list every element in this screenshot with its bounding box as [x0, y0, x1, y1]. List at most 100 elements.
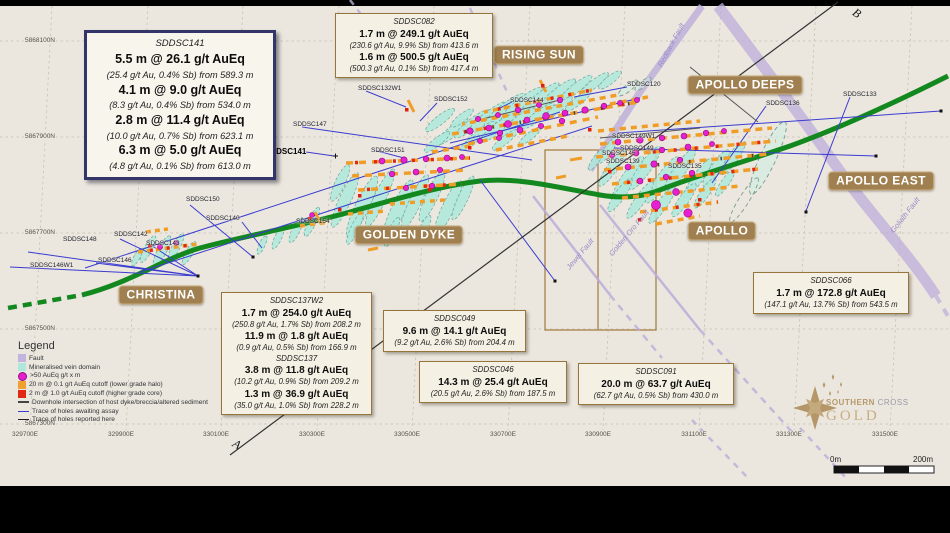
legend-swatch-vein	[18, 363, 26, 372]
callout-line: (500.3 g/t Au, 0.1% Sb) from 417.4 m	[349, 63, 479, 73]
callout-line: 3.8 m @ 11.8 g/t AuEq	[244, 365, 349, 377]
hole-label-SDDSC145: SDDSC145	[602, 150, 636, 157]
callout-SDDSC046: SDDSC046 14.3 m @ 25.4 g/t AuEq (20.5 g/t …	[419, 361, 567, 403]
hole-label-SDDSC132W1: SDDSC132W1	[358, 85, 402, 92]
label-tick	[333, 153, 338, 159]
legend-swatch-fault	[18, 354, 26, 363]
hole-label-SDDSC136: SDDSC136	[766, 100, 800, 107]
axis-easting-label: 330500E	[392, 431, 422, 438]
legend-item: Trace of holes awaiting assay	[18, 407, 236, 416]
prospect-label-christina: CHRISTINA	[118, 285, 204, 305]
callout-line: 1.3 m @ 36.9 g/t AuEq	[244, 388, 349, 400]
callout-line: SDDSC091	[635, 367, 677, 376]
callout-line: (230.6 g/t Au, 9.9% Sb) from 413.6 m	[349, 40, 479, 50]
legend-item-label: Trace of holes awaiting assay	[32, 407, 119, 415]
hole-label-SDDSC141: SDDSC141	[265, 147, 307, 156]
core-squares	[148, 84, 702, 248]
callout-line: SDDSC137	[275, 353, 318, 363]
callout-line: 11.9 m @ 1.8 g/t AuEq	[244, 330, 349, 342]
legend-item: Trace of holes reported here	[18, 416, 236, 425]
axis-easting-label: 331500E	[870, 431, 900, 438]
callout-SDDSC082: SDDSC082 1.7 m @ 249.1 g/t AuEq (230.6 g/t…	[335, 13, 493, 78]
legend-item-label: Downhole intersection of host dyke/brecc…	[32, 398, 208, 406]
callout-line: 1.7 m @ 249.1 g/t AuEq	[359, 28, 469, 40]
hole-label-SDDSC154: SDDSC154	[296, 218, 330, 225]
legend-swatch-gt50	[18, 371, 27, 381]
callout-line: SDDSC137W2	[269, 296, 324, 305]
hole-label-SDDSC152: SDDSC152	[434, 96, 468, 103]
hole-label-SDDSC149W1: SDDSC149W1	[612, 133, 656, 140]
callout-line: (250.8 g/t Au, 1.7% Sb) from 208.2 m	[232, 319, 361, 329]
callout-SDDSC066: SDDSC066 1.7 m @ 172.8 g/t AuEq (147.1 g/t…	[753, 272, 909, 314]
hole-label-SDDSC140: SDDSC140	[206, 215, 240, 222]
legend-swatch-dyke	[18, 401, 29, 404]
callout-line: 6.3 m @ 5.0 g/t AuEq	[118, 143, 242, 158]
legend-item-label: >50 AuEq g/t x m	[30, 372, 81, 380]
hole-label-SDDSC146: SDDSC146	[98, 257, 132, 264]
callout-line: (10.0 g/t Au, 0.7% Sb) from 623.1 m	[106, 130, 254, 141]
callout-line: (25.4 g/t Au, 0.4% Sb) from 589.3 m	[106, 69, 254, 80]
legend-item-label: 20 m @ 0.1 g/t AuEq cutoff (lower grade …	[29, 381, 163, 389]
callout-line: SDDSC141	[155, 38, 205, 49]
scale-bar	[833, 465, 935, 474]
legend-item: Fault	[18, 354, 236, 363]
callout-line: SDDSC082	[393, 17, 435, 26]
hole-label-SDDSC135: SDDSC135	[668, 163, 702, 170]
legend-swatch-core	[18, 389, 26, 398]
axis-northing-label: 5867300N	[24, 420, 56, 427]
logo-word-gold: GOLD	[826, 408, 880, 424]
hole-label-SDDSC147: SDDSC147	[293, 121, 327, 128]
callout-line: 1.7 m @ 254.0 g/t AuEq	[241, 307, 352, 319]
callout-line: (20.5 g/t Au, 2.6% Sb) from 187.5 m	[430, 388, 556, 398]
callout-line: 1.6 m @ 500.5 g/t AuEq	[359, 51, 469, 63]
hole-label-SDDSC148: SDDSC148	[63, 236, 97, 243]
fault-layer	[349, 0, 950, 481]
scale-bar-max-label: 200m	[913, 455, 934, 464]
axis-easting-label: 330700E	[488, 431, 518, 438]
legend-item: 2 m @ 1.0 g/t AuEq cutoff (higher grade …	[18, 389, 236, 398]
prospect-label-golden-dyke: GOLDEN DYKE	[354, 225, 464, 245]
callout-line: 4.1 m @ 9.0 g/t AuEq	[118, 82, 242, 97]
axis-easting-label: 330300E	[297, 431, 327, 438]
legend-swatch-halo	[18, 380, 26, 389]
prospect-label-rising-sun: RISING SUN	[493, 45, 585, 65]
callout-line: 20.0 m @ 63.7 g/t AuEq	[601, 378, 711, 390]
legend-title: Legend	[18, 340, 55, 352]
legend-item: 20 m @ 0.1 g/t AuEq cutoff (lower grade …	[18, 380, 236, 389]
axis-easting-label: 329900E	[106, 431, 136, 438]
legend-item-label: 2 m @ 1.0 g/t AuEq cutoff (higher grade …	[29, 390, 163, 398]
axis-easting-label: 330900E	[583, 431, 613, 438]
scale-bar-min-label: 0m	[830, 455, 842, 464]
hole-label-SDDSC149: SDDSC149	[620, 145, 654, 152]
callout-line: SDDSC066	[810, 276, 852, 285]
hole-label-SDDSC151: SDDSC151	[371, 147, 405, 154]
legend-item-label: Fault	[29, 354, 44, 362]
callout-line: SDDSC049	[433, 314, 476, 323]
callout-line: (4.8 g/t Au, 0.1% Sb) from 613.0 m	[109, 160, 251, 171]
callout-SDDSC091: SDDSC091 20.0 m @ 63.7 g/t AuEq (62.7 g/t …	[578, 363, 734, 405]
callout-SDDSC141: SDDSC141 5.5 m @ 26.1 g/t AuEq (25.4 g/t A…	[84, 30, 276, 180]
prospect-label-apollo-deeps: APOLLO DEEPS	[687, 75, 803, 95]
callout-line: (147.1 g/t Au, 13.7% Sb) from 543.5 m	[764, 299, 898, 309]
hole-label-SDDSC139: SDDSC139	[606, 158, 640, 165]
high-grade-dots	[157, 96, 727, 250]
prospect-label-apollo-east: APOLLO EAST	[828, 171, 934, 191]
axis-northing-label: 5867500N	[24, 325, 56, 332]
southern-cross-gold-logo-text: SOUTHERN CROSS GOLD	[826, 399, 909, 424]
hole-label-SDDSC133: SDDSC133	[843, 91, 877, 98]
callout-line: 2.8 m @ 11.4 g/t AuEq	[115, 113, 245, 127]
hole-label-SDDSC143: SDDSC143	[146, 240, 180, 247]
axis-northing-label: 5868100N	[24, 37, 56, 44]
logo-word-southern: SOUTHERN	[826, 398, 875, 407]
axis-easting-label: 331300E	[774, 431, 804, 438]
callout-line: 9.6 m @ 14.1 g/t AuEq	[402, 325, 507, 337]
legend-item-label: Mineralised vein domain	[29, 363, 101, 371]
collar-dots	[196, 109, 943, 283]
mineralised-trend-line	[7, 73, 950, 311]
callout-line: 5.5 m @ 26.1 g/t AuEq	[115, 52, 245, 67]
callout-line: (10.2 g/t Au, 0.9% Sb) from 209.2 m	[234, 377, 359, 387]
callout-line: (0.9 g/t Au, 0.5% Sb) from 166.9 m	[236, 342, 357, 352]
legend-swatch-black	[18, 419, 29, 421]
legend-items: Fault Mineralised vein domain >50 AuEq g/t…	[18, 354, 236, 424]
axis-northing-label: 5867900N	[24, 133, 56, 140]
